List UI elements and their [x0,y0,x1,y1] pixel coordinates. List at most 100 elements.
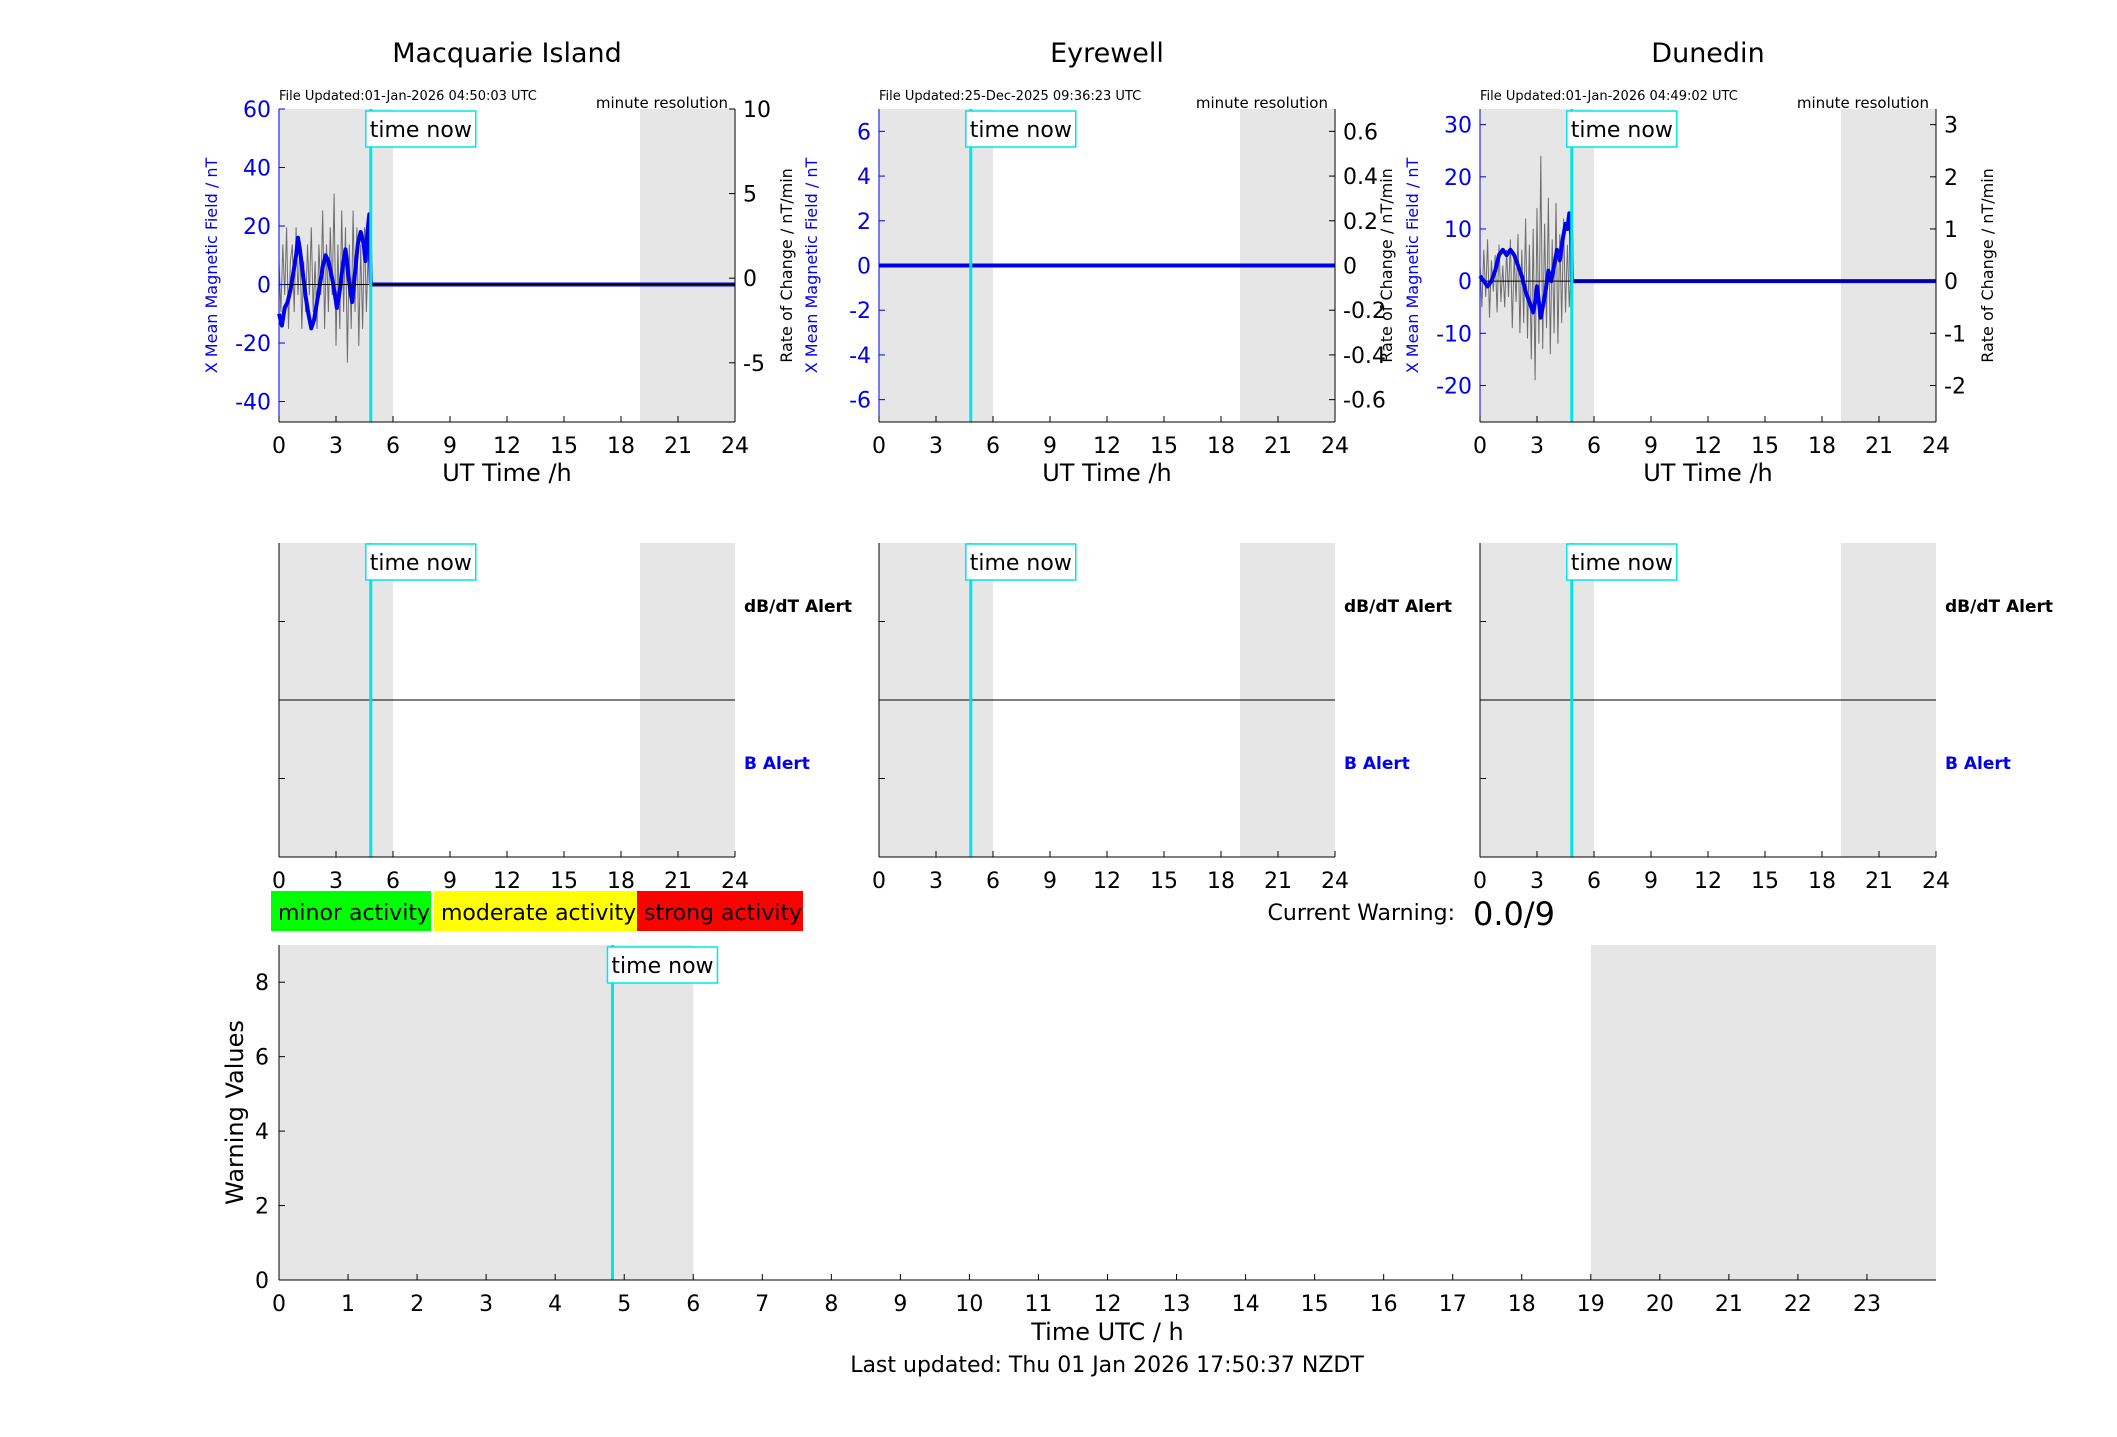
warning-x-axis-label: Time UTC / h [1030,1318,1184,1346]
mean-field-line [1478,211,1936,320]
legend-label-2: strong activity [644,901,802,926]
left-tick-label-0: -20 [1436,374,1472,399]
legend-swatch-2 [637,891,803,931]
alert-x-tick-label-8: 24 [1922,869,1950,894]
right-tick-label-6: 0.6 [1343,120,1378,145]
x-tick-label-8: 24 [1922,434,1950,459]
x-tick-label-7: 21 [664,434,692,459]
right-tick-label-2: -0.2 [1343,299,1386,324]
alert-x-tick-label-6: 18 [607,869,635,894]
alert-x-tick-label-5: 15 [1150,869,1178,894]
left-y-axis-label: X Mean Magnetic Field / nT [202,158,221,374]
legend-label-0: minor activity [278,901,430,926]
time-now-box-top-2 [1566,110,1678,148]
warning-y-tick-label-1: 2 [255,1195,269,1220]
right-y-axis-label: Rate of Change / nT/min [1978,168,1997,363]
time-now-label-warning: time now [611,954,713,979]
x-tick-label-8: 24 [721,434,749,459]
warning-shade-band-1 [1590,945,1936,1280]
warning-x-tick-label-3: 3 [479,1292,493,1317]
alert-x-tick-label-1: 3 [1530,869,1544,894]
station-panel-1: time now-6-4-20246-0.6-0.4-0.200.20.40.6… [802,38,1396,487]
alert-x-tick-label-7: 21 [1264,869,1292,894]
right-y-axis-label: Rate of Change / nT/min [1377,168,1396,363]
alert-x-tick-label-0: 0 [1473,869,1487,894]
b-alert-label: B Alert [1945,754,2011,774]
left-tick-label-2: 0 [1458,270,1472,295]
warning-x-tick-label-20: 20 [1646,1292,1674,1317]
dbdt-alert-label: dB/dT Alert [1344,597,1452,617]
activity-legend: minor activity moderate activity strong ac… [271,891,1555,933]
warning-x-tick-label-21: 21 [1715,1292,1743,1317]
warning-x-tick-label-22: 22 [1784,1292,1812,1317]
file-updated-text: File Updated:01-Jan-2026 04:49:02 UTC [1480,89,1738,104]
right-tick-label-0: -2 [1944,374,1966,399]
time-now-label-alert-0: time now [370,551,472,576]
alert-x-tick-label-1: 3 [929,869,943,894]
warning-x-tick-label-15: 15 [1301,1292,1329,1317]
x-tick-label-8: 24 [1321,434,1349,459]
mean-field-line [277,212,735,331]
time-now-box-warning [606,946,719,984]
x-tick-label-3: 9 [443,434,457,459]
station-panel-0: time now -40 -20 0 20 40 60 -5 0 5 10 0 3 6 9 12 15 18 21 2… [202,38,796,487]
warning-y-axis-label: Warning Values [221,1020,249,1205]
warning-x-tick-label-23: 23 [1853,1292,1881,1317]
warning-x-tick-label-18: 18 [1508,1292,1536,1317]
station-title: Eyrewell [1050,38,1164,69]
warning-x-tick-label-16: 16 [1370,1292,1398,1317]
time-now-box-top-0 [365,110,477,148]
alert-panel-2: time now 0 3 6 9 12 15 18 21 24 dB/dT Alert B Alert [1473,543,2053,894]
alert-x-tick-label-1: 3 [329,869,343,894]
left-tick-label-0: -40 [235,391,271,416]
x-tick-label-5: 15 [550,434,578,459]
x-tick-label-2: 6 [386,434,400,459]
right-tick-label-1: -0.4 [1343,344,1386,369]
alert-x-tick-label-8: 24 [1321,869,1349,894]
warning-shade-band-0 [279,945,694,1280]
time-now-label-top-0: time now [370,118,472,143]
warning-x-tick-label-14: 14 [1232,1292,1260,1317]
right-tick-label-4: 0.2 [1343,210,1378,235]
warning-x-tick-label-0: 0 [272,1292,286,1317]
alert-x-tick-label-5: 15 [550,869,578,894]
alert-x-tick-label-2: 6 [1587,869,1601,894]
warning-x-tick-label-17: 17 [1439,1292,1467,1317]
x-tick-label-1: 3 [1530,434,1544,459]
alert-x-tick-label-4: 12 [493,869,521,894]
time-now-label-top-2: time now [1571,118,1673,143]
warning-y-tick-label-2: 4 [255,1120,269,1145]
warning-x-tick-label-13: 13 [1163,1292,1191,1317]
right-tick-label-3: 10 [743,98,771,123]
right-tick-label-3: 0 [1343,255,1357,280]
alert-x-tick-label-3: 9 [443,869,457,894]
warning-y-tick-label-4: 8 [255,971,269,996]
warning-x-tick-label-19: 19 [1577,1292,1605,1317]
warning-x-tick-label-5: 5 [617,1292,631,1317]
right-tick-label-0: -5 [743,352,765,377]
x-tick-label-3: 9 [1644,434,1658,459]
x-tick-label-7: 21 [1865,434,1893,459]
alert-x-tick-label-0: 0 [872,869,886,894]
alert-x-tick-label-6: 18 [1207,869,1235,894]
x-tick-label-0: 0 [872,434,886,459]
alert-x-tick-label-7: 21 [1865,869,1893,894]
shade-band-0 [279,109,393,422]
x-tick-label-6: 18 [1207,434,1235,459]
right-tick-label-0: -0.6 [1343,389,1386,414]
alert-x-tick-label-8: 24 [721,869,749,894]
warning-x-tick-label-1: 1 [341,1292,355,1317]
right-tick-label-5: 0.4 [1343,165,1378,190]
left-tick-label-4: 20 [1444,166,1472,191]
current-warning-label: Current Warning: [1268,901,1455,926]
warning-y-tick-label-3: 6 [255,1046,269,1071]
dbdt-alert-label: dB/dT Alert [744,597,852,617]
legend-label-1: moderate activity [441,901,636,926]
left-tick-label-6: 6 [857,120,871,145]
left-y-axis-label: X Mean Magnetic Field / nT [802,158,821,374]
alert-x-tick-label-4: 12 [1694,869,1722,894]
alert-panel-0: time now 0 3 6 9 12 15 18 21 24 dB/dT Alert B Alert [272,543,852,894]
x-tick-label-3: 9 [1043,434,1057,459]
alert-panel-1: time now 0 3 6 9 12 15 18 21 24 dB/dT Alert B Alert [872,543,1452,894]
